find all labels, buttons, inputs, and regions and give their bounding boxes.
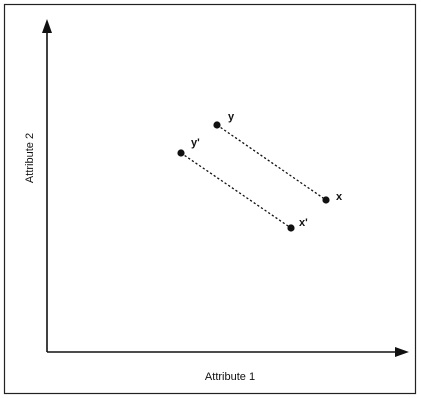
segment-y-x: [216, 124, 327, 201]
point-x: [322, 196, 330, 204]
point-y-prime: [177, 149, 185, 157]
figure-frame: [3, 3, 417, 395]
point-label-x: x: [336, 191, 343, 203]
y-axis-arrowhead: [42, 19, 52, 33]
x-axis-arrowhead: [395, 347, 409, 357]
segment-yprime-xprime: [180, 152, 292, 229]
point-label-x-prime: x': [299, 217, 308, 229]
point-label-y: y: [228, 111, 235, 123]
point-label-y-prime: y': [191, 137, 200, 149]
point-y: [213, 121, 221, 129]
x-axis-label: Attribute 1: [205, 371, 255, 383]
point-x-prime: [287, 224, 295, 232]
y-axis-label: Attribute 2: [24, 133, 36, 183]
